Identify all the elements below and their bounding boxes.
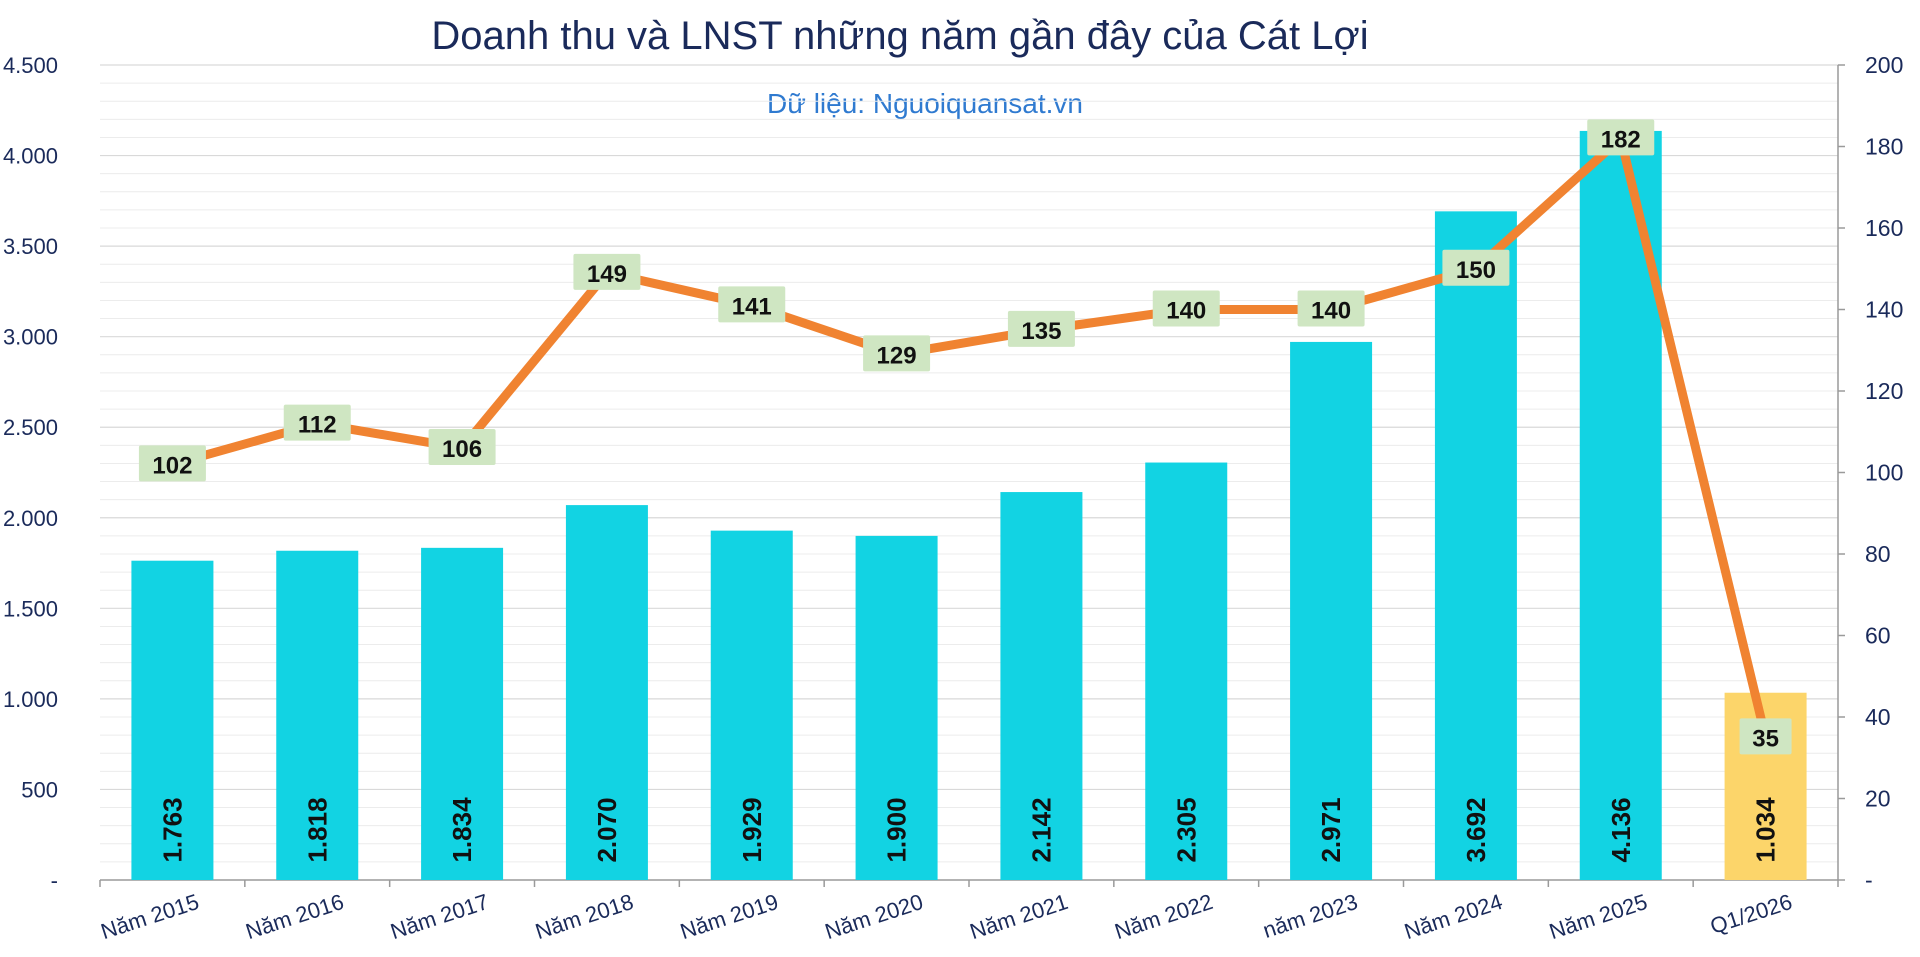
line-label-box [1007, 310, 1075, 347]
bar-data-label: 1.929 [737, 797, 767, 862]
line-data-label: 140 [1166, 298, 1206, 325]
y-right-tick-label: 120 [1865, 378, 1903, 404]
line-data-label: 149 [587, 261, 627, 288]
bar [1290, 341, 1373, 880]
y-right-tick-label: 160 [1865, 215, 1903, 241]
x-tick-label: Q1/2026 [1707, 889, 1795, 939]
bar [131, 560, 214, 880]
x-tick-label: Năm 2017 [387, 889, 491, 944]
bar [1000, 492, 1083, 880]
x-tick-label: Năm 2022 [1112, 889, 1216, 944]
y-left-tick-label: 4.500 [3, 53, 58, 78]
chart-subtitle: Dữ liệu: Nguoiquansat.vn [766, 88, 1084, 119]
y-right-tick-label: 180 [1865, 134, 1903, 160]
line-data-label: 182 [1601, 126, 1641, 153]
line-label-box [283, 404, 351, 441]
bar [565, 505, 648, 880]
line-data-label: 129 [877, 342, 917, 369]
x-tick-label: năm 2023 [1260, 889, 1361, 943]
y-right-tick-label: 200 [1865, 52, 1903, 78]
y-left-tick-label: 1.500 [3, 596, 58, 621]
bar-data-label: 4.136 [1606, 797, 1636, 862]
x-tick-label: Năm 2018 [532, 889, 636, 944]
line-label-box [573, 253, 641, 290]
line-label-box [428, 429, 496, 466]
bar [1145, 462, 1228, 880]
line-data-label: 102 [152, 452, 192, 479]
y-left-tick-label: 1.000 [3, 687, 58, 712]
y-right-tick-label: 140 [1865, 297, 1903, 323]
x-tick-label: Năm 2019 [677, 889, 781, 944]
y-right-tick-label: 20 [1865, 786, 1891, 812]
line-label-box [138, 445, 206, 482]
line-data-label: 112 [298, 412, 337, 439]
y-right-tick-label: 60 [1865, 623, 1891, 649]
y-left-tick-label: 3.000 [3, 325, 58, 350]
bar [276, 550, 359, 880]
line-label-box [1587, 119, 1655, 156]
bar [710, 530, 793, 880]
bar-data-label: 3.692 [1461, 797, 1491, 862]
line-data-label: 141 [732, 293, 772, 320]
line-label-box [1297, 290, 1365, 327]
bar-data-label: 1.763 [157, 797, 187, 862]
y-left-tick-label: 4.000 [3, 144, 58, 169]
line-label-box [1739, 718, 1792, 755]
line-data-label: 135 [1021, 318, 1061, 345]
y-left-tick-label: - [51, 868, 58, 893]
bar-data-label: 1.900 [882, 797, 912, 862]
bar-data-label: 2.142 [1026, 797, 1056, 862]
line-data-label: 35 [1752, 725, 1779, 752]
x-tick-label: Năm 2025 [1546, 889, 1650, 944]
bar-data-label: 1.834 [447, 797, 477, 863]
bar [1434, 211, 1517, 881]
line-label-box [863, 335, 931, 372]
line-label-box [1442, 249, 1510, 286]
bar-data-label: 2.070 [592, 797, 622, 862]
x-tick-label: Năm 2016 [243, 889, 347, 944]
bar-data-label: 1.818 [302, 797, 332, 862]
line-data-label: 106 [442, 436, 482, 463]
bar-data-label: 2.971 [1316, 797, 1346, 862]
line-label-box [1152, 290, 1220, 327]
line-label-box [718, 286, 786, 323]
line-data-label: 150 [1456, 257, 1496, 284]
y-right-tick-label: 40 [1865, 704, 1891, 730]
y-right-tick-label: 100 [1865, 460, 1903, 486]
x-tick-label: Năm 2020 [822, 889, 926, 944]
x-tick-label: Năm 2021 [967, 889, 1071, 944]
bar [855, 535, 938, 880]
chart-title: Doanh thu và LNST những năm gần đây của … [431, 14, 1369, 58]
x-tick-label: Năm 2015 [98, 889, 202, 944]
bar-data-label: 1.034 [1751, 797, 1781, 863]
bar [421, 547, 504, 880]
y-left-tick-label: 2.500 [3, 415, 58, 440]
y-right-tick-label: 80 [1865, 541, 1891, 567]
y-left-tick-label: 500 [21, 777, 58, 802]
line-data-label: 140 [1311, 298, 1351, 325]
bar-data-label: 2.305 [1171, 797, 1201, 862]
y-left-tick-label: 3.500 [3, 234, 58, 259]
x-tick-label: Năm 2024 [1401, 889, 1505, 944]
y-right-tick-label: - [1865, 867, 1873, 893]
y-left-tick-label: 2.000 [3, 506, 58, 531]
